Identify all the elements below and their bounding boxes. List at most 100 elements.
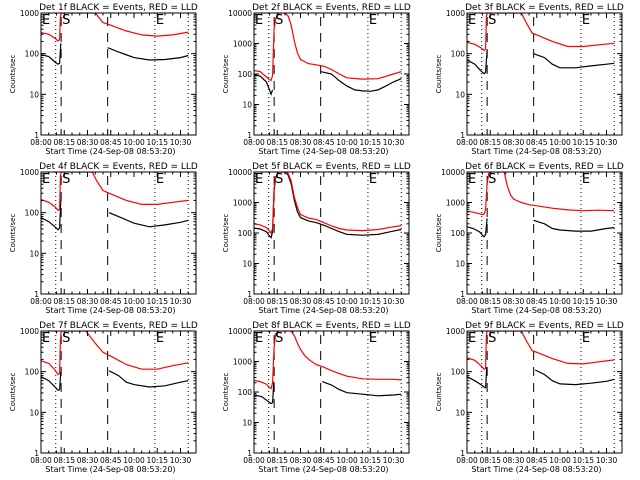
marker-label-e: E [156, 172, 164, 187]
x-tick-label: 10:30 [383, 138, 405, 147]
x-tick-label: 08:45 [100, 138, 122, 147]
y-tick-label: 100 [25, 368, 40, 377]
y-tick-label: 10000 [228, 9, 252, 18]
y-tick-label: 10000 [228, 168, 252, 177]
x-tick-label: 08:45 [313, 456, 335, 465]
panel-title: Det 5f BLACK = Events, RED = LLD [252, 162, 411, 172]
x-tick-label: 10:15 [572, 297, 594, 306]
x-tick-label: 10:15 [146, 456, 168, 465]
x-tick-label: 08:15 [479, 138, 501, 147]
x-axis-label: Start Time (24-Sep-08 08:53:20) [45, 306, 175, 315]
x-tick-label: 10:30 [170, 297, 192, 306]
y-tick-label: 100 [451, 50, 466, 59]
y-tick-label: 10 [29, 249, 39, 258]
x-tick-label: 08:15 [53, 138, 75, 147]
x-tick-label: 08:15 [53, 456, 75, 465]
marker-label-e: E [156, 13, 164, 28]
x-tick-label: 10:00 [123, 297, 145, 306]
marker-label-e: E [468, 172, 476, 187]
x-tick-label: 08:30 [290, 456, 312, 465]
y-tick-label: 10 [242, 260, 252, 269]
marker-label-e: E [468, 331, 476, 346]
marker-label-s: S [62, 13, 70, 28]
x-tick-label: 08:00 [30, 456, 52, 465]
y-tick-label: 100 [25, 50, 40, 59]
y-axis-label: Counts/sec [9, 55, 17, 94]
y-tick-label: 10000 [228, 327, 252, 336]
y-axis-label: Counts/sec [435, 373, 443, 412]
x-tick-label: 08:45 [313, 297, 335, 306]
series-line-lld [41, 13, 189, 42]
series-line-lld [254, 172, 402, 235]
marker-label-s: S [275, 13, 283, 28]
x-tick-label: 10:00 [549, 297, 571, 306]
marker-label-s: S [488, 13, 496, 28]
x-tick-label: 10:00 [123, 456, 145, 465]
series-line-events [41, 43, 189, 65]
y-tick-label: 1 [460, 449, 465, 458]
series-line-lld [41, 331, 189, 376]
x-tick-label: 08:45 [526, 456, 548, 465]
y-tick-label: 10 [29, 90, 39, 99]
y-tick-label: 1000 [446, 327, 465, 336]
y-tick-label: 1 [247, 131, 252, 140]
y-tick-label: 100 [451, 368, 466, 377]
marker-label-e: E [255, 331, 263, 346]
x-tick-label: 08:30 [503, 138, 525, 147]
x-tick-label: 10:00 [549, 456, 571, 465]
y-tick-label: 1000 [446, 199, 465, 208]
marker-label-e: E [582, 172, 590, 187]
series-line-events [41, 200, 189, 231]
x-tick-label: 08:00 [456, 297, 478, 306]
series-line-events [254, 381, 402, 405]
x-tick-label: 08:30 [503, 456, 525, 465]
y-tick-label: 10 [455, 90, 465, 99]
series-line-events [254, 71, 402, 96]
y-tick-label: 1 [460, 131, 465, 140]
marker-label-e: E [369, 331, 377, 346]
plot-frame [40, 12, 197, 136]
panel-title: Det 2f BLACK = Events, RED = LLD [252, 3, 411, 13]
y-tick-label: 1 [247, 290, 252, 299]
x-tick-label: 08:15 [266, 138, 288, 147]
marker-label-e: E [369, 13, 377, 28]
series-line-events [467, 218, 615, 238]
x-tick-label: 10:00 [549, 138, 571, 147]
y-tick-label: 1000 [20, 327, 39, 336]
x-tick-label: 10:30 [383, 297, 405, 306]
y-tick-label: 1000 [20, 9, 39, 18]
x-tick-label: 10:15 [359, 456, 381, 465]
y-tick-label: 10 [455, 408, 465, 417]
x-axis-label: Start Time (24-Sep-08 08:53:20) [258, 147, 388, 156]
series-line-events [41, 370, 189, 391]
y-axis-label: Counts/sec [222, 373, 230, 412]
marker-label-s: S [62, 172, 70, 187]
panel-title: Det 9f BLACK = Events, RED = LLD [465, 321, 624, 331]
y-tick-label: 10 [242, 101, 252, 110]
x-tick-label: 10:15 [572, 138, 594, 147]
x-tick-label: 08:00 [243, 297, 265, 306]
series-line-lld [467, 331, 615, 370]
x-tick-label: 08:30 [503, 297, 525, 306]
panel-title: Det 1f BLACK = Events, RED = LLD [39, 3, 198, 13]
x-tick-label: 10:15 [359, 297, 381, 306]
x-axis-label: Start Time (24-Sep-08 08:53:20) [258, 306, 388, 315]
marker-label-e: E [42, 13, 50, 28]
series-line-lld [467, 172, 615, 216]
y-axis-label: Counts/sec [222, 214, 230, 253]
x-tick-label: 10:00 [336, 297, 358, 306]
x-tick-label: 10:15 [146, 138, 168, 147]
marker-label-e: E [369, 172, 377, 187]
x-tick-label: 08:15 [266, 456, 288, 465]
x-axis-label: Start Time (24-Sep-08 08:53:20) [45, 465, 175, 474]
y-tick-label: 1 [34, 449, 39, 458]
x-axis-label: Start Time (24-Sep-08 08:53:20) [258, 465, 388, 474]
x-tick-label: 08:30 [77, 456, 99, 465]
x-tick-label: 10:30 [383, 456, 405, 465]
x-tick-label: 08:00 [456, 456, 478, 465]
x-tick-label: 08:15 [266, 297, 288, 306]
